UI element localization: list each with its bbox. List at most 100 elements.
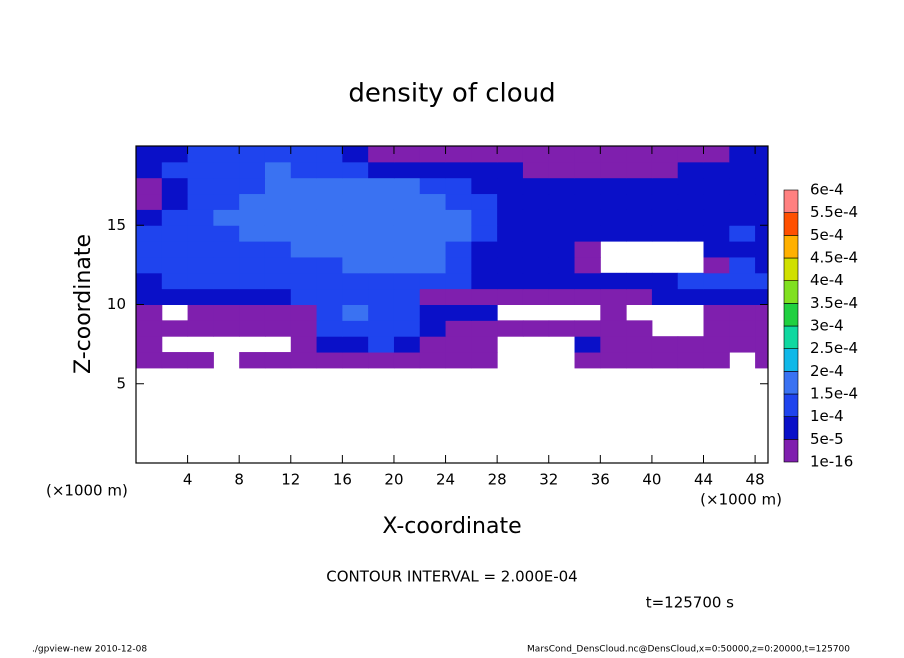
contour-cell	[316, 272, 343, 290]
contour-cell	[342, 177, 369, 195]
contour-cell	[342, 320, 369, 337]
time-label: t=125700 s	[646, 594, 734, 612]
contour-cell	[574, 336, 601, 353]
contour-cell	[393, 320, 421, 337]
contour-cell	[342, 272, 369, 290]
contour-cell	[626, 177, 653, 195]
contour-cell	[445, 225, 472, 242]
contour-cell	[703, 288, 730, 305]
contour-cell	[161, 320, 189, 337]
contour-cell	[368, 352, 395, 369]
contour-cell	[445, 304, 472, 321]
contour-cell	[651, 352, 679, 369]
contour-cell	[626, 146, 653, 163]
contour-cell	[703, 320, 730, 337]
contour-cell	[574, 209, 601, 226]
contour-cell	[471, 146, 498, 163]
contour-cell	[187, 177, 214, 195]
contour-cell	[239, 256, 266, 274]
contour-cell	[729, 146, 756, 163]
contour-cell	[522, 225, 550, 242]
contour-cell	[264, 209, 292, 226]
contour-cell	[290, 241, 318, 258]
contour-cell	[522, 272, 550, 290]
contour-cell	[471, 241, 498, 258]
contour-cell	[136, 161, 163, 179]
contour-cell	[316, 288, 343, 305]
contour-cell	[574, 320, 601, 337]
contour-cell	[368, 304, 395, 321]
contour-cell	[393, 272, 421, 290]
contour-cell	[755, 288, 768, 305]
contour-cell	[600, 146, 627, 163]
contour-cell	[445, 352, 472, 369]
contour-cell	[729, 288, 756, 305]
colorbar-label: 5.5e-4	[810, 203, 858, 221]
contour-cell	[445, 209, 472, 226]
contour-cell	[316, 336, 343, 353]
contour-cell	[600, 225, 627, 242]
contour-cell	[600, 177, 627, 195]
contour-cell	[703, 209, 730, 226]
colorbar-box	[783, 303, 799, 327]
contour-cell	[368, 146, 395, 163]
colorbar-label: 6e-4	[810, 181, 844, 199]
contour-cell	[677, 193, 705, 210]
contour-cell	[729, 304, 756, 321]
contour-cell	[522, 177, 550, 195]
contour-cell	[187, 146, 214, 163]
contour-cell	[213, 304, 240, 321]
contour-cell	[703, 161, 730, 179]
colorbar-label: 1e-4	[810, 407, 844, 425]
contour-cell	[393, 161, 421, 179]
contour-cell	[290, 288, 318, 305]
contour-cell	[187, 288, 214, 305]
contour-cell	[290, 352, 318, 369]
colorbar-label: 4e-4	[810, 271, 844, 289]
colorbar-box	[783, 189, 799, 213]
contour-cell	[264, 288, 292, 305]
contour-cell	[729, 336, 756, 353]
contour-cell	[497, 272, 524, 290]
contour-cell	[213, 193, 240, 210]
colorbar-label: 5e-5	[810, 430, 844, 448]
contour-cell	[729, 272, 756, 290]
contour-cell	[522, 241, 550, 258]
contour-cell	[136, 209, 163, 226]
contour-cell	[445, 161, 472, 179]
contour-cell	[264, 193, 292, 210]
contour-cell	[445, 320, 472, 337]
contour-cell	[651, 146, 679, 163]
contour-cell	[239, 177, 266, 195]
contour-cell	[368, 272, 395, 290]
contour-cell	[368, 256, 395, 274]
contour-cell	[651, 288, 679, 305]
contour-cell	[626, 272, 653, 290]
contour-cell	[264, 241, 292, 258]
contour-cell	[342, 161, 369, 179]
contour-cell	[316, 177, 343, 195]
contour-cell	[703, 193, 730, 210]
contour-cell	[651, 209, 679, 226]
contour-cell	[290, 161, 318, 179]
contour-cell	[651, 161, 679, 179]
colorbar-label: 1.5e-4	[810, 385, 858, 403]
contour-cell	[445, 256, 472, 274]
x-tick-label: 44	[694, 471, 713, 489]
contour-cell	[600, 304, 627, 321]
contour-cell	[626, 352, 653, 369]
contour-cell	[703, 352, 730, 369]
contour-cell	[548, 288, 576, 305]
contour-cell	[187, 304, 214, 321]
contour-cell	[729, 241, 756, 258]
contour-cell	[239, 352, 266, 369]
contour-cell	[239, 272, 266, 290]
contour-cell	[703, 225, 730, 242]
footer-left: ./gpview-new 2010-12-08	[32, 645, 147, 655]
contour-cell	[213, 225, 240, 242]
contour-cell	[342, 304, 369, 321]
contour-cell	[729, 209, 756, 226]
contour-cell	[136, 225, 163, 242]
x-unit-right: (×1000 m)	[700, 491, 782, 509]
contour-cell	[187, 209, 214, 226]
